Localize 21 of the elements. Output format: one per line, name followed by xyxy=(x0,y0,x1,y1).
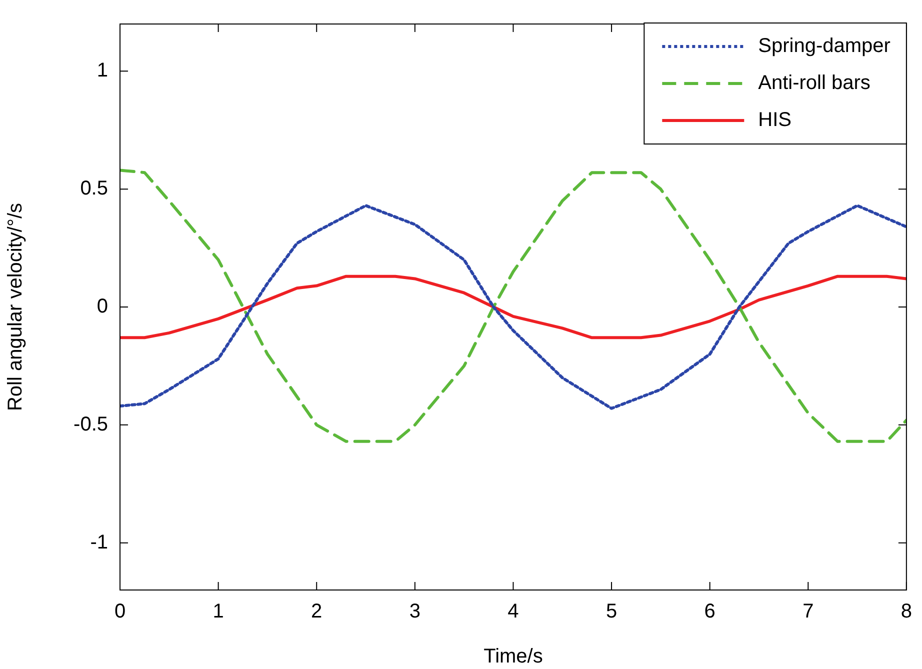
x-tick-label: 4 xyxy=(508,600,519,623)
x-axis-title: Time/s xyxy=(484,646,543,668)
y-tick-label: 0 xyxy=(96,296,108,318)
line-series xyxy=(120,204,906,410)
y-tick-label: -0.5 xyxy=(74,413,108,436)
y-tick-label: 0.5 xyxy=(80,178,108,200)
x-tick-label: 6 xyxy=(704,600,716,623)
y-tick-label: 1 xyxy=(96,60,108,82)
y-tick-label: -1 xyxy=(90,531,108,554)
x-tick-label: 8 xyxy=(900,600,912,623)
x-tick-label: 2 xyxy=(311,600,322,623)
x-tick-label: 0 xyxy=(114,600,126,623)
x-tick-label: 7 xyxy=(802,600,814,623)
line-series xyxy=(120,168,906,443)
legend-label: Spring-damper xyxy=(758,35,891,58)
legend-label: Anti-roll bars xyxy=(758,72,870,94)
legend-label: HIS xyxy=(758,109,792,132)
x-tick-label: 3 xyxy=(409,600,420,623)
x-tick-label: 5 xyxy=(606,600,618,623)
x-tick-label: 1 xyxy=(212,600,224,623)
y-axis-title: Roll angular velocity/°/s xyxy=(4,202,27,412)
